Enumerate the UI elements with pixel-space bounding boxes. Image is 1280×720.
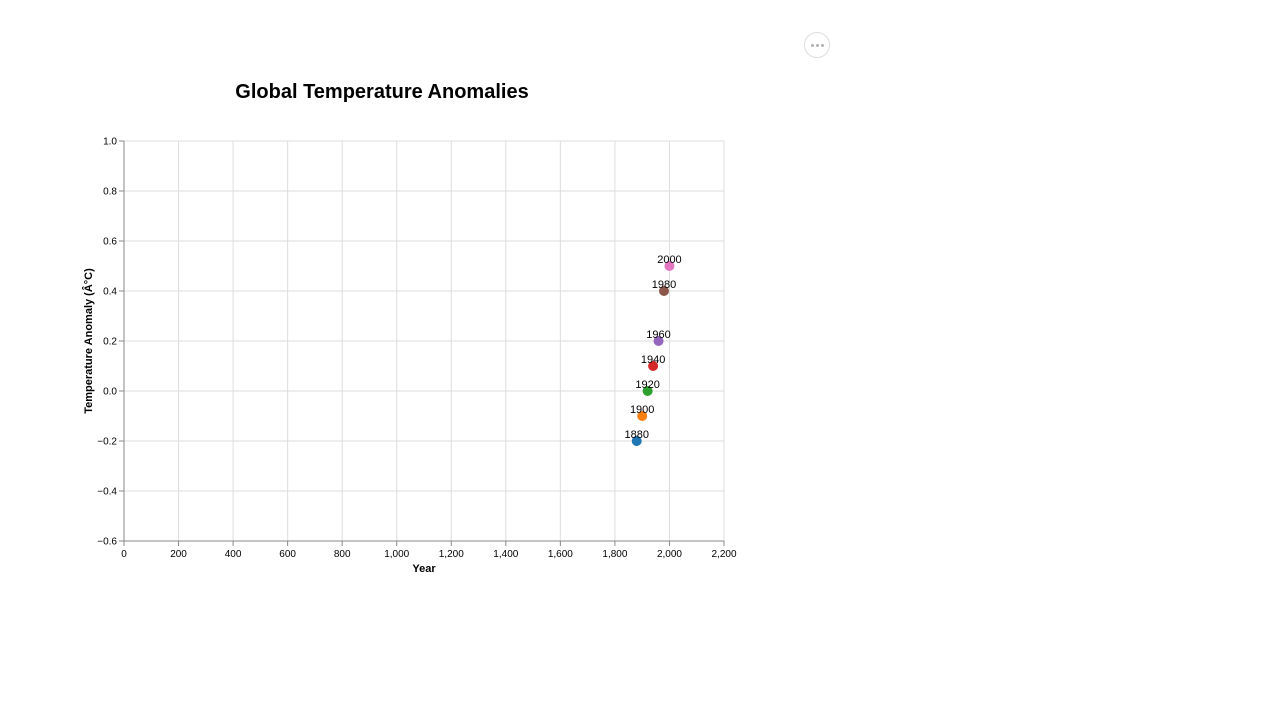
y-tick-label: 0.2: [103, 337, 117, 348]
y-tick-label: −0.6: [97, 537, 117, 548]
y-tick-label: −0.4: [97, 487, 117, 498]
x-tick-label: 1,200: [439, 549, 464, 560]
data-point[interactable]: [653, 336, 664, 346]
data-point[interactable]: [648, 361, 659, 371]
x-tick-label: 2,200: [711, 549, 736, 560]
y-tick-label: −0.2: [97, 437, 117, 448]
more-horizontal-icon: [810, 43, 824, 47]
chart-menu-button[interactable]: [804, 32, 830, 58]
data-point-label: 1940: [641, 354, 665, 366]
y-tick-label: 0.6: [103, 237, 117, 248]
x-tick-label: 1,400: [493, 549, 518, 560]
data-point-label: 1880: [624, 429, 648, 441]
x-axis-ticks: 0 200 400 600 800 1,000 1,200 1,400 1,600 1,800 2,…: [121, 541, 737, 560]
x-tick-label: 0: [121, 549, 127, 560]
data-point[interactable]: [659, 286, 669, 296]
scatter-chart: Global Temperature Anomalies 0 200 400 600 8…: [82, 81, 737, 575]
x-tick-label: 600: [279, 549, 296, 560]
y-axis-ticks: 1.0 0.8 0.6 0.4 0.2 0.0 −0.2 −0.4 −0.6: [97, 137, 124, 548]
x-tick-label: 800: [334, 549, 351, 560]
data-labels: 1880 1900 1920 1940 1960 1980 2000: [624, 254, 681, 441]
y-tick-label: 0.4: [103, 287, 117, 298]
y-axis-title: Temperature Anomaly (Â°C): [82, 268, 95, 414]
y-tick-label: 1.0: [103, 137, 117, 148]
data-point[interactable]: [642, 386, 653, 396]
chart-title: Global Temperature Anomalies: [235, 81, 528, 103]
x-tick-label: 1,000: [384, 549, 409, 560]
data-point-label: 1960: [646, 329, 670, 341]
data-point[interactable]: [637, 411, 648, 421]
x-axis-title: Year: [412, 563, 436, 575]
data-point-label: 1920: [635, 379, 659, 391]
data-points: [631, 261, 675, 446]
x-tick-label: 2,000: [657, 549, 682, 560]
data-point-label: 2000: [657, 254, 681, 266]
y-tick-label: 0.8: [103, 187, 117, 198]
x-tick-label: 1,600: [548, 549, 573, 560]
x-tick-label: 1,800: [602, 549, 627, 560]
y-tick-label: 0.0: [103, 387, 117, 398]
x-tick-label: 200: [170, 549, 187, 560]
x-tick-label: 400: [225, 549, 242, 560]
data-point[interactable]: [664, 261, 675, 271]
data-point[interactable]: [631, 436, 642, 446]
data-point-label: 1980: [652, 279, 676, 291]
data-point-label: 1900: [630, 404, 654, 416]
grid-lines: [123, 140, 725, 542]
